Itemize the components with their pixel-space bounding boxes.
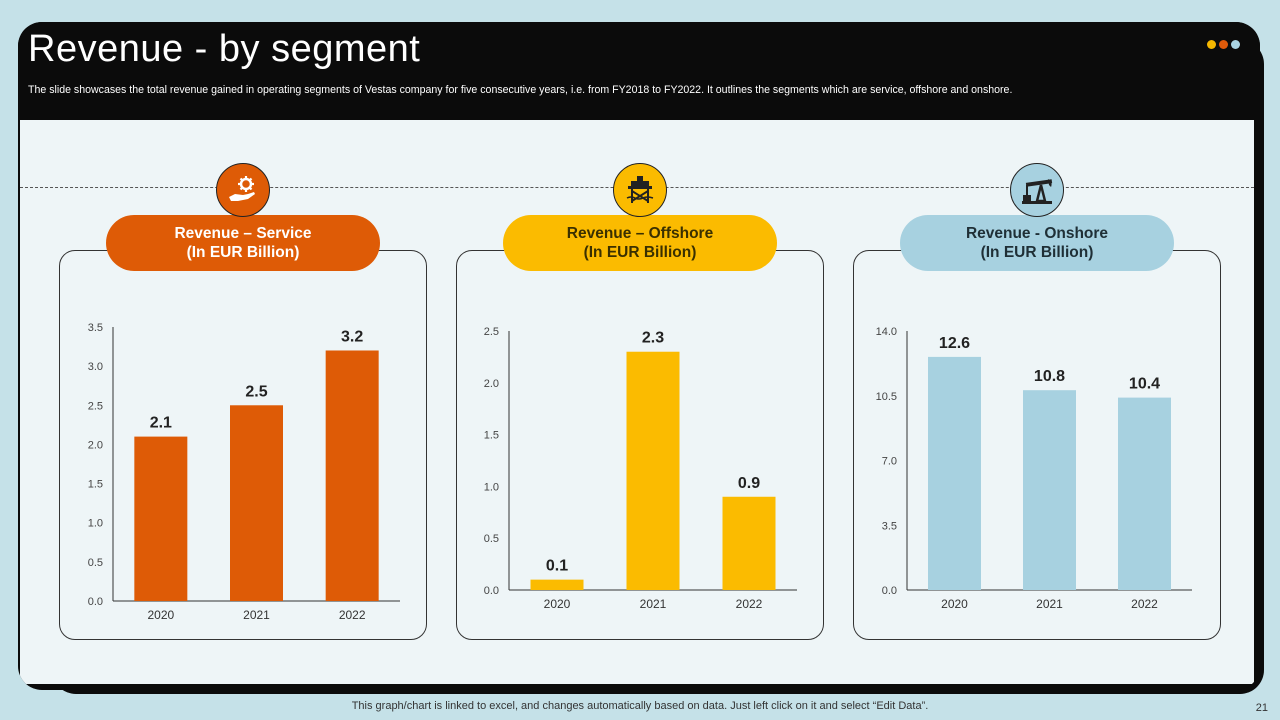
pill-onshore-line2: (In EUR Billion): [980, 244, 1094, 261]
data-label: 0.1: [546, 558, 568, 575]
data-label: 0.9: [738, 475, 760, 492]
footer-note: This graph/chart is linked to excel, and…: [351, 700, 929, 712]
y-tick-label: 7.0: [882, 456, 897, 468]
pill-onshore-line1: Revenue - Onshore: [965, 225, 1109, 242]
bar-2020: [134, 436, 188, 601]
y-tick-label: 3.5: [882, 520, 897, 532]
y-tick-label: 3.5: [88, 322, 103, 334]
x-tick-label: 2022: [1131, 597, 1158, 611]
x-tick-label: 2022: [736, 597, 763, 611]
pill-service-line2: (In EUR Billion): [186, 244, 300, 261]
slide-title: Revenue - by segment: [28, 28, 421, 70]
y-tick-label: 1.5: [484, 430, 499, 442]
panel-service: 0.0 0.5 1.0 1.5 2.0 2.5 3.0 3.5 2.1 2020 2.5 2021 3.…: [59, 250, 427, 640]
hand-gear-icon: [216, 163, 270, 217]
data-label: 10.8: [1034, 368, 1065, 385]
y-tick-label: 2.5: [484, 326, 499, 338]
y-tick-label: 0.0: [882, 585, 897, 597]
bar-2021: [1023, 390, 1076, 590]
y-tick-label: 1.0: [88, 518, 103, 530]
y-tick-label: 2.5: [88, 400, 103, 412]
bar-2022: [325, 350, 379, 601]
bar-2021: [626, 351, 680, 590]
dot-blue: [1231, 40, 1240, 49]
x-tick-label: 2020: [147, 608, 174, 622]
y-tick-label: 2.0: [484, 378, 499, 390]
pill-offshore: Revenue – Offshore (In EUR Billion): [503, 215, 777, 271]
slide-content: 0.0 0.5 1.0 1.5 2.0 2.5 3.0 3.5 2.1 2020 2.5 2021 3.…: [20, 120, 1254, 684]
slide-header: Revenue - by segment The slide showcases…: [18, 22, 1260, 120]
y-tick-label: 1.0: [484, 481, 499, 493]
dot-yellow: [1207, 40, 1216, 49]
x-tick-label: 2020: [544, 597, 571, 611]
data-label: 2.3: [642, 330, 664, 347]
data-label: 2.5: [245, 383, 267, 400]
dot-orange: [1219, 40, 1228, 49]
pill-offshore-line1: Revenue – Offshore: [566, 225, 714, 242]
chart-offshore: 0.0 0.5 1.0 1.5 2.0 2.5 0.1 2020 2.3 2021 0.9 2022: [484, 326, 797, 611]
data-label: 12.6: [939, 335, 970, 352]
page-number: 21: [1255, 702, 1268, 714]
data-label: 2.1: [150, 415, 172, 432]
slide-subtitle: The slide showcases the total revenue ga…: [28, 84, 1013, 96]
y-tick-label: 0.5: [88, 557, 103, 569]
pill-service: Revenue – Service (In EUR Billion): [106, 215, 380, 271]
bar-2021: [230, 405, 283, 601]
y-tick-label: 0.0: [484, 585, 499, 597]
data-label: 3.2: [341, 328, 363, 345]
y-tick-label: 0.5: [484, 533, 499, 545]
y-tick-label: 10.5: [876, 391, 897, 403]
bar-2022: [722, 496, 776, 590]
decorative-dots: [1207, 40, 1240, 49]
y-tick-label: 3.0: [88, 361, 103, 373]
offshore-platform-icon: [613, 163, 667, 217]
bar-2020: [530, 579, 584, 590]
x-tick-label: 2020: [941, 597, 968, 611]
pill-service-line1: Revenue – Service: [174, 225, 312, 242]
bar-2022: [1118, 397, 1171, 590]
data-label: 10.4: [1129, 376, 1160, 393]
pill-onshore: Revenue - Onshore (In EUR Billion): [900, 215, 1174, 271]
y-tick-label: 2.0: [88, 439, 103, 451]
panel-offshore: 0.0 0.5 1.0 1.5 2.0 2.5 0.1 2020 2.3 2021 0.9 2022: [456, 250, 824, 640]
x-tick-label: 2021: [640, 597, 667, 611]
y-tick-label: 0.0: [88, 596, 103, 608]
slide-card: Revenue - by segment The slide showcases…: [18, 22, 1260, 690]
x-tick-label: 2022: [339, 608, 366, 622]
x-tick-label: 2021: [243, 608, 270, 622]
oil-pump-icon: [1010, 163, 1064, 217]
bar-2020: [928, 356, 981, 590]
panel-onshore: 0.0 3.5 7.0 10.5 14.0 12.6 2020 10.8 2021 10.4 202…: [853, 250, 1221, 640]
chart-service: 0.0 0.5 1.0 1.5 2.0 2.5 3.0 3.5 2.1 2020 2.5 2021 3.…: [88, 322, 400, 622]
x-tick-label: 2021: [1036, 597, 1063, 611]
pill-offshore-line2: (In EUR Billion): [583, 244, 697, 261]
y-tick-label: 1.5: [88, 479, 103, 491]
chart-onshore: 0.0 3.5 7.0 10.5 14.0 12.6 2020 10.8 2021 10.4 202…: [876, 326, 1192, 611]
y-tick-label: 14.0: [876, 326, 897, 338]
